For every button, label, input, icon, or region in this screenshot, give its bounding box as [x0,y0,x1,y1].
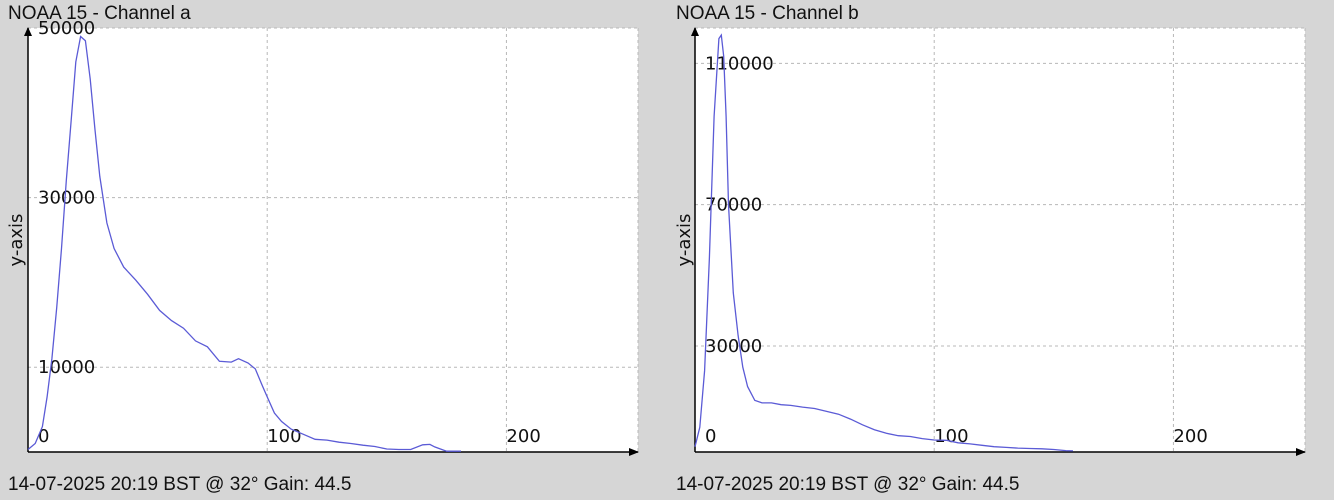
x-axis-arrow [1296,448,1306,456]
y-axis-label: y-axis [674,214,695,267]
plot-area [695,28,1305,452]
timestamp-footer: 14-07-2025 20:19 BST @ 32° Gain: 44.5 [8,474,352,495]
x-tick-label: 200 [1173,426,1207,447]
x-axis-arrow [629,448,639,456]
y-tick-label: 30000 [705,336,762,357]
x-tick-label: 0 [705,426,716,447]
chart-panel-a: 0 100 200 10000 30000 50000 y-axis NOAA 15 - C… [0,0,665,500]
chart-title: NOAA 15 - Channel a [8,3,191,24]
x-tick-label: 100 [267,426,301,447]
series-line [694,33,1074,452]
y-tick-label: 30000 [38,188,95,209]
y-tick-label: 10000 [38,357,95,378]
chart-panel-b: 0 100 200 30000 70000 110000 y-axis NOAA 15 - … [668,0,1334,500]
y-tick-label: 50000 [38,18,95,39]
plot-area [28,28,638,452]
y-axis-arrow [24,27,32,36]
y-tick-label: 70000 [705,195,762,216]
y-tick-label: 110000 [705,53,774,74]
chart-title: NOAA 15 - Channel b [676,3,859,24]
chart-plot-b: 0 100 200 30000 70000 110000 y-axis [674,27,1306,456]
y-axis-arrow [691,27,699,36]
series-line [27,35,461,452]
y-axis-label: y-axis [6,214,27,267]
x-tick-label: 100 [934,426,968,447]
timestamp-footer: 14-07-2025 20:19 BST @ 32° Gain: 44.5 [676,474,1020,495]
chart-plot-a: 0 100 200 10000 30000 50000 y-axis [6,18,639,456]
x-tick-label: 200 [506,426,540,447]
x-tick-label: 0 [38,426,49,447]
